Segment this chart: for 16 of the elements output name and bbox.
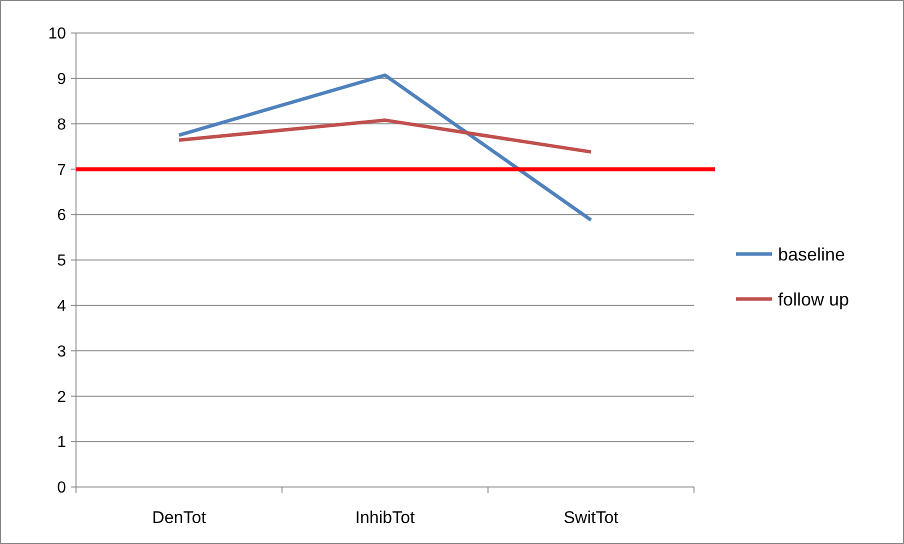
y-tick-label: 10 xyxy=(48,26,66,43)
y-tick-label: 4 xyxy=(57,298,66,315)
legend-label: baseline xyxy=(778,244,846,264)
y-tick-label: 8 xyxy=(57,116,66,134)
y-tick-label: 3 xyxy=(57,343,66,360)
x-tick-label: SwitTot xyxy=(564,508,619,527)
y-tick-label: 9 xyxy=(57,71,66,88)
y-tick-label: 7 xyxy=(57,162,66,179)
x-tick-label: DenTot xyxy=(152,508,206,527)
y-tick-label: 1 xyxy=(57,434,66,452)
x-tick-label: InhibTot xyxy=(355,508,416,527)
y-tick-label: 0 xyxy=(57,480,66,497)
y-tick-label: 5 xyxy=(57,252,66,270)
y-tick-label: 2 xyxy=(57,388,66,406)
legend-label: follow up xyxy=(778,289,850,310)
y-tick-label: 6 xyxy=(57,207,66,224)
